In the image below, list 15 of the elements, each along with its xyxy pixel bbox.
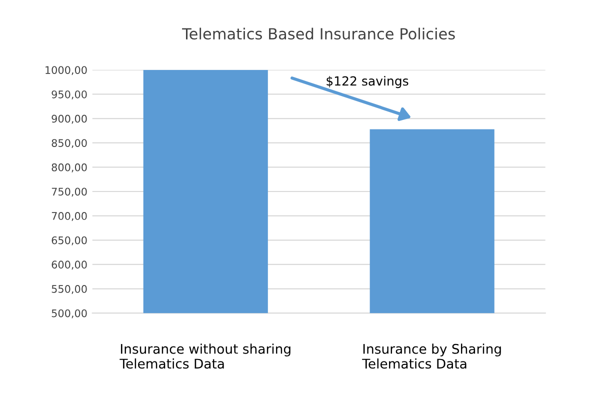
y-tick-label: 950,00: [52, 90, 87, 100]
y-tick-label: 750,00: [52, 188, 87, 197]
x-tick-label: Insurance without sharing Telematics Data: [120, 344, 290, 369]
annotation: $122 savings: [326, 76, 408, 88]
y-tick-label: 900,00: [52, 114, 87, 124]
y-tick-label: 850,00: [52, 139, 87, 148]
x-tick-label: Insurance by Sharing Telematics Data: [362, 344, 501, 369]
y-tick-label: 650,00: [52, 236, 87, 246]
y-tick-label: 700,00: [52, 212, 87, 221]
y-tick-label: 600,00: [52, 260, 87, 270]
y-tick-label: 800,00: [52, 163, 87, 172]
y-tick-label: 1000,00: [46, 66, 87, 76]
y-tick-label: 550,00: [52, 285, 87, 294]
y-tick-label: 500,00: [52, 309, 87, 318]
chart-title: Telematics Based Insurance Policies: [182, 28, 455, 40]
